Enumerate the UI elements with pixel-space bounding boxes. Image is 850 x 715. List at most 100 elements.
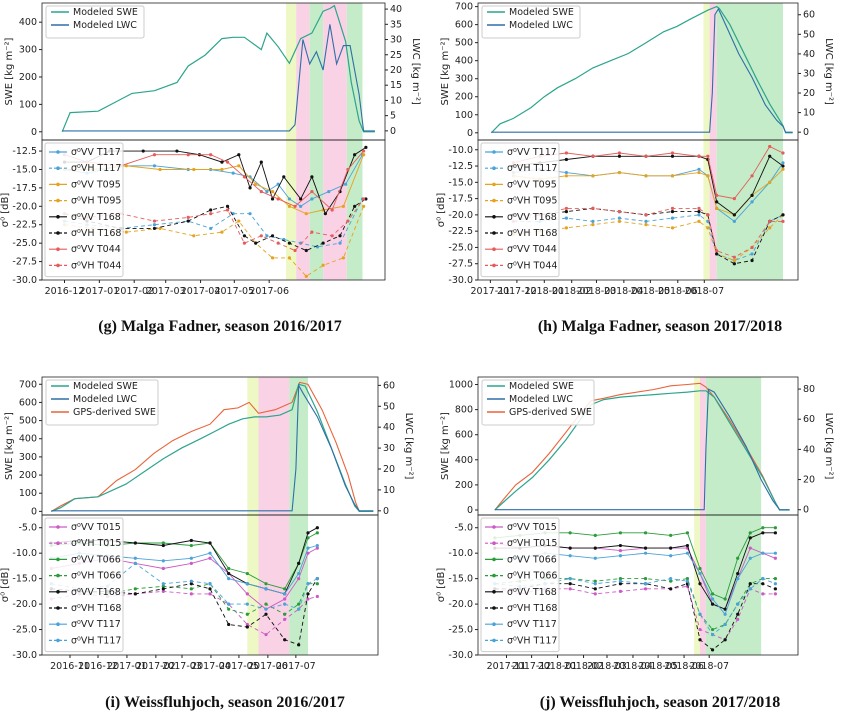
data-point <box>564 210 568 214</box>
x-tick-label: 2017-06 <box>249 286 289 297</box>
data-point <box>715 200 719 204</box>
x-tick-label: 2018-05 <box>631 286 671 297</box>
data-point <box>315 577 319 581</box>
data-point <box>617 151 622 155</box>
legend-marker <box>492 263 496 268</box>
x-tick-label: 2017-11 <box>471 286 511 297</box>
data-point <box>186 219 190 223</box>
data-point <box>315 531 319 535</box>
bottom-axes-frame <box>41 139 386 281</box>
x-tick-label: 2018-07 <box>684 286 724 297</box>
series-backscatter-line <box>51 590 318 636</box>
data-point <box>750 193 754 197</box>
data-point <box>220 167 224 172</box>
data-point <box>152 164 157 168</box>
data-point <box>315 543 319 548</box>
data-point <box>593 579 597 583</box>
data-point <box>617 216 622 220</box>
data-point <box>189 543 193 548</box>
data-point <box>297 643 301 647</box>
bottom-legend: σ⁰VV T015 σ⁰VH T015 σ⁰VV T066 σ⁰VH T066 σ⁰VV… <box>480 517 560 653</box>
data-point <box>362 197 366 201</box>
data-point <box>644 174 648 178</box>
legend-box <box>44 517 124 653</box>
y2-tick-label: 60 <box>803 414 815 425</box>
legend-marker <box>492 557 496 562</box>
y-tick-label: -15.0 <box>448 574 473 585</box>
data-point <box>736 617 740 621</box>
legend-marker <box>56 263 60 268</box>
y-tick-label: -12.5 <box>12 146 37 157</box>
data-point <box>710 602 715 606</box>
data-point <box>306 582 310 586</box>
data-point <box>209 208 213 212</box>
data-point <box>264 612 268 616</box>
data-point <box>644 154 648 158</box>
data-point <box>723 622 727 627</box>
x-tick-label: 2017-05 <box>214 286 254 297</box>
data-point <box>669 546 673 550</box>
x-tick-label: 2018-05 <box>638 661 678 672</box>
data-point <box>697 167 701 171</box>
data-point <box>564 226 568 230</box>
legend-entry: σ⁰VV T117 <box>507 147 557 158</box>
data-point <box>761 577 765 581</box>
x-tick-label: 2018-03 <box>587 661 627 672</box>
data-point <box>736 602 740 606</box>
data-point <box>364 145 368 149</box>
y-tick-label: 100 <box>455 110 473 121</box>
data-point <box>643 546 648 550</box>
data-point <box>750 258 754 263</box>
data-point <box>568 587 572 591</box>
data-point <box>225 204 230 208</box>
legend-marker <box>56 606 60 610</box>
data-point <box>304 274 308 278</box>
top-legend: Modeled SWE Modeled LWC <box>481 5 581 39</box>
data-point <box>242 175 247 179</box>
y2-tick-label: 60 <box>383 380 395 391</box>
y-tick-label: -10.0 <box>448 145 473 156</box>
x-tick-label: 2017-05 <box>219 661 259 672</box>
data-point <box>227 607 231 611</box>
data-point <box>306 531 310 535</box>
legend-marker <box>492 573 496 578</box>
data-point <box>315 526 319 530</box>
data-point <box>189 538 193 543</box>
y2-tick-label: 20 <box>803 88 815 99</box>
series-backscatter-line <box>64 198 364 252</box>
legend-marker <box>56 231 60 235</box>
legend-entry: σ⁰VV T168 <box>507 212 557 223</box>
data-point <box>773 526 777 530</box>
data-point <box>259 234 263 238</box>
x-tick-label: 2018-06 <box>658 286 698 297</box>
legend-marker <box>492 590 496 594</box>
legend-entry: σ⁰VH T168 <box>507 603 557 614</box>
y-axis-label: σ⁰ [dB] <box>0 568 11 603</box>
data-point <box>761 551 765 555</box>
data-point <box>761 531 765 535</box>
data-point <box>697 219 701 223</box>
data-point <box>248 186 252 190</box>
data-point <box>276 197 280 201</box>
data-point <box>750 252 754 256</box>
y2-tick-label: 5 <box>390 111 396 122</box>
data-point <box>283 617 287 621</box>
data-point <box>189 556 193 560</box>
data-point <box>208 551 212 555</box>
data-point <box>748 556 752 560</box>
data-point <box>161 589 165 593</box>
data-point <box>669 577 673 581</box>
y-tick-label: -25.0 <box>12 625 37 636</box>
data-point <box>254 241 258 245</box>
legend-marker <box>492 231 496 235</box>
legend-entry: Modeled SWE <box>509 381 574 392</box>
x-tick-label: 2018-03 <box>577 286 617 297</box>
data-point <box>330 208 334 212</box>
legend-entry: σ⁰VH T044 <box>71 260 121 271</box>
legend-entry: σ⁰VV T168 <box>71 212 121 223</box>
data-point <box>591 174 595 178</box>
legend-marker <box>56 525 60 529</box>
bottom-axes-frame <box>41 514 379 656</box>
data-point <box>186 215 190 219</box>
data-point <box>669 554 673 558</box>
